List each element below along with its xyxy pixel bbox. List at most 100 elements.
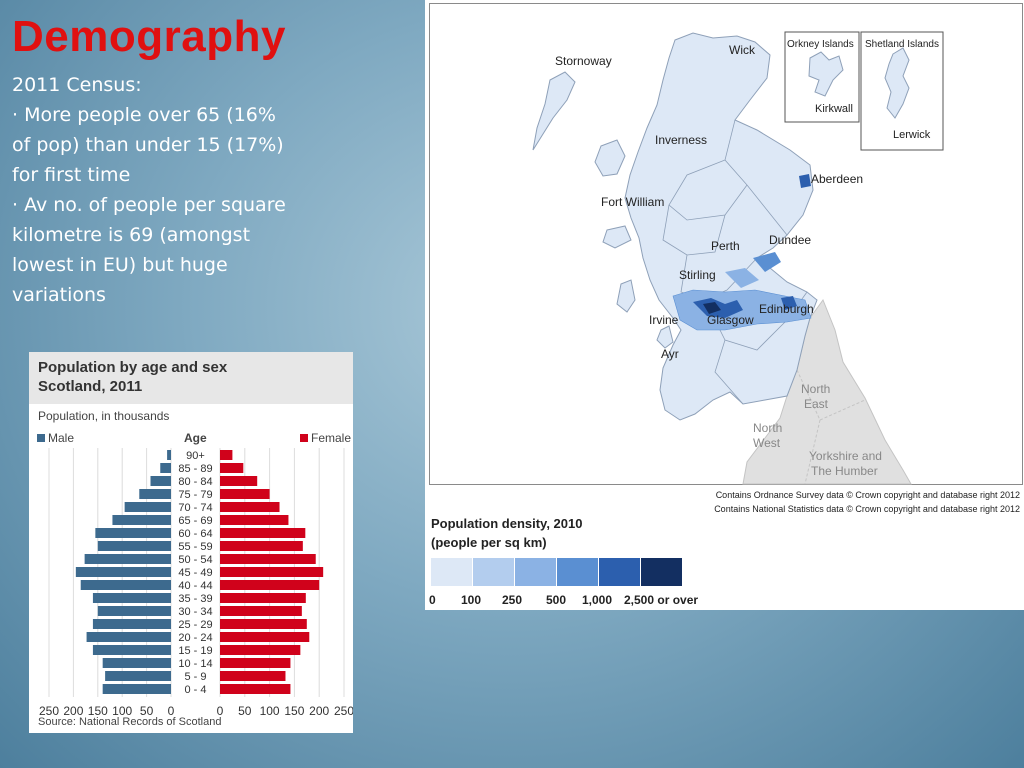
age-label: 0 - 4 bbox=[184, 684, 206, 696]
x-tick-male: 250 bbox=[39, 704, 59, 718]
scotland-map: Stornoway Wick Kirkwall Lerwick Invernes… bbox=[532, 31, 944, 485]
label-perth: Perth bbox=[711, 239, 740, 253]
age-label: 60 - 64 bbox=[178, 528, 212, 540]
label-edinburgh: Edinburgh bbox=[759, 302, 814, 316]
islay-jura bbox=[616, 279, 636, 313]
label-ayr: Ayr bbox=[661, 347, 679, 361]
shetland-islands-shape bbox=[884, 47, 910, 119]
bar-female bbox=[220, 684, 291, 694]
population-density-map: Stornoway Wick Kirkwall Lerwick Invernes… bbox=[425, 0, 1024, 610]
bar-male bbox=[102, 684, 171, 694]
stirling-falkirk-area bbox=[725, 268, 759, 288]
male-swatch bbox=[37, 434, 45, 442]
x-tick-female: 50 bbox=[238, 704, 252, 718]
legend-label-1: 100 bbox=[461, 593, 482, 607]
bar-male bbox=[92, 619, 171, 629]
legend-swatch-3 bbox=[557, 558, 599, 586]
western-isles bbox=[532, 71, 576, 151]
x-tick-male: 150 bbox=[88, 704, 108, 718]
arran-island bbox=[656, 325, 674, 349]
bar-female bbox=[220, 554, 316, 564]
label-shetland-inset: Shetland Islands bbox=[865, 39, 939, 50]
legend-swatch-0 bbox=[431, 558, 473, 586]
legend-swatch-4 bbox=[599, 558, 641, 586]
label-north-east: North East bbox=[801, 382, 834, 411]
map-legend-title: Population density, 2010 (people per sq … bbox=[431, 516, 583, 550]
x-tick-male: 50 bbox=[140, 704, 154, 718]
bar-male bbox=[92, 593, 171, 603]
england-inner-borders bbox=[796, 369, 866, 485]
label-inverness: Inverness bbox=[655, 133, 707, 147]
age-label: 85 - 89 bbox=[178, 463, 212, 475]
label-yorkshire-line1: Yorkshire and bbox=[809, 449, 882, 463]
label-north-east-line2: East bbox=[804, 397, 829, 411]
bullet-age-fact: · More people over 65 (16% of pop) than … bbox=[12, 104, 284, 186]
bar-female bbox=[220, 658, 291, 668]
legend-female-label: Female bbox=[311, 431, 352, 445]
x-tick-female: 250 bbox=[334, 704, 353, 718]
bar-male bbox=[102, 658, 171, 668]
bar-female bbox=[220, 593, 306, 603]
credit-ordnance-survey: Contains Ordnance Survey data © Crown co… bbox=[715, 490, 1020, 500]
age-label: 20 - 24 bbox=[178, 632, 212, 644]
bar-male bbox=[75, 567, 171, 577]
label-yorkshire-line2: The Humber bbox=[811, 464, 878, 478]
bar-male bbox=[95, 528, 171, 538]
label-north-west-line2: West bbox=[753, 436, 781, 450]
age-label: 50 - 54 bbox=[178, 554, 212, 566]
bar-female bbox=[220, 671, 286, 681]
label-aberdeen: Aberdeen bbox=[811, 172, 863, 186]
label-lerwick: Lerwick bbox=[893, 129, 931, 141]
bar-male bbox=[105, 671, 171, 681]
bar-female bbox=[220, 541, 303, 551]
bar-male bbox=[97, 606, 171, 616]
age-label: 25 - 29 bbox=[178, 619, 212, 631]
bar-male bbox=[160, 463, 171, 473]
bar-male bbox=[86, 632, 171, 642]
pyramid-subtitle: Population, in thousands bbox=[38, 409, 170, 423]
age-label: 15 - 19 bbox=[178, 645, 212, 657]
edinburgh-core bbox=[781, 296, 797, 310]
bar-male bbox=[124, 502, 171, 512]
bar-female bbox=[220, 632, 310, 642]
bar-male bbox=[150, 476, 171, 486]
bar-male bbox=[92, 645, 171, 655]
map-legend-swatches bbox=[431, 558, 683, 586]
bar-male bbox=[112, 515, 171, 525]
mull-island bbox=[602, 225, 632, 249]
age-label: 55 - 59 bbox=[178, 541, 212, 553]
label-kirkwall: Kirkwall bbox=[815, 103, 853, 115]
legend-male-label: Male bbox=[48, 431, 75, 445]
bar-female bbox=[220, 476, 258, 486]
age-label: 70 - 74 bbox=[178, 502, 212, 514]
bar-male bbox=[97, 541, 171, 551]
bar-female bbox=[220, 515, 289, 525]
label-wick: Wick bbox=[729, 43, 756, 57]
bar-female bbox=[220, 619, 307, 629]
bullet-density-fact: · Av no. of people per square kilometre … bbox=[12, 194, 286, 306]
pyramid-source: Source: National Records of Scotland bbox=[38, 716, 222, 728]
pyramid-header-band bbox=[29, 352, 353, 404]
aberdeen-area bbox=[799, 174, 811, 188]
legend-female: Female bbox=[300, 431, 351, 445]
legend-swatch-5 bbox=[641, 558, 683, 586]
bar-female bbox=[220, 450, 233, 460]
x-tick-male: 0 bbox=[168, 704, 175, 718]
dundee-area bbox=[753, 252, 781, 272]
label-irvine: Irvine bbox=[649, 313, 679, 327]
age-label: 30 - 34 bbox=[178, 606, 212, 618]
age-label: 75 - 79 bbox=[178, 489, 212, 501]
legend-swatch-1 bbox=[473, 558, 515, 586]
label-north-east-line1: North bbox=[801, 382, 830, 396]
legend-label-2: 250 bbox=[502, 593, 523, 607]
bar-male bbox=[80, 580, 171, 590]
x-tick-male: 100 bbox=[112, 704, 132, 718]
x-tick-female: 0 bbox=[217, 704, 224, 718]
x-tick-female: 200 bbox=[309, 704, 329, 718]
bullet-list: 2011 Census: · More people over 65 (16% … bbox=[12, 70, 332, 310]
label-north-west: North West bbox=[753, 421, 786, 450]
label-north-west-line1: North bbox=[753, 421, 782, 435]
x-tick-female: 100 bbox=[260, 704, 280, 718]
pyramid-title: Population by age and sex Scotland, 2011 bbox=[38, 359, 228, 395]
bar-female bbox=[220, 502, 280, 512]
